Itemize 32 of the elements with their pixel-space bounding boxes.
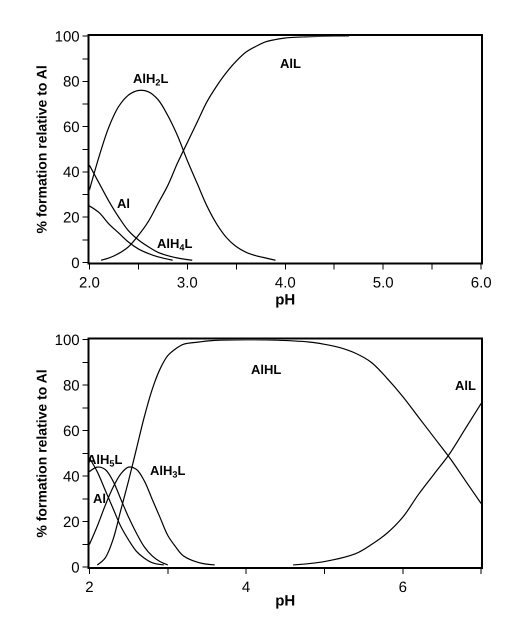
series-label: AlH$_{2}$L bbox=[133, 71, 168, 88]
x-tick-label: 5.0 bbox=[372, 274, 394, 292]
series-label: AlH$_{4}$L bbox=[157, 236, 192, 253]
x-tick-label: 3.0 bbox=[176, 274, 198, 292]
y-tick-label: 80 bbox=[62, 377, 80, 394]
y-tick-label: 60 bbox=[62, 118, 80, 136]
y-tick-label: 60 bbox=[62, 422, 80, 440]
x-tick-label: 4.0 bbox=[274, 274, 296, 292]
y-tick-label: 0 bbox=[71, 559, 80, 576]
y-tick-label: 20 bbox=[62, 514, 80, 531]
y-axis-title: % formation relative to Al bbox=[34, 369, 50, 538]
series-label: AlHL bbox=[251, 362, 282, 377]
y-tick-label: 40 bbox=[62, 468, 80, 486]
series-label: Al bbox=[117, 196, 130, 211]
x-tick-label: 2.0 bbox=[78, 274, 100, 292]
x-tick-label: 4 bbox=[242, 578, 250, 596]
x-axis-title: pH bbox=[275, 291, 296, 308]
series-label: Al bbox=[93, 491, 106, 506]
y-tick-label: 100 bbox=[54, 332, 80, 349]
y-axis-title: % formation relative to Al bbox=[34, 65, 50, 234]
y-tick-label: 0 bbox=[71, 254, 80, 272]
x-tick-label: 2 bbox=[85, 578, 94, 596]
x-tick-label: 6 bbox=[398, 578, 407, 596]
y-tick-label: 40 bbox=[62, 164, 80, 182]
y-tick-label: 80 bbox=[62, 74, 80, 91]
series-label: AlH$_{3}$L bbox=[150, 463, 186, 480]
series-label: AlL bbox=[280, 56, 301, 71]
y-tick-label: 20 bbox=[62, 209, 80, 226]
y-tick-label: 100 bbox=[54, 28, 80, 46]
x-tick-label: 6.0 bbox=[470, 274, 492, 292]
series-label: AlL bbox=[455, 378, 476, 393]
x-axis-title: pH bbox=[275, 592, 296, 610]
